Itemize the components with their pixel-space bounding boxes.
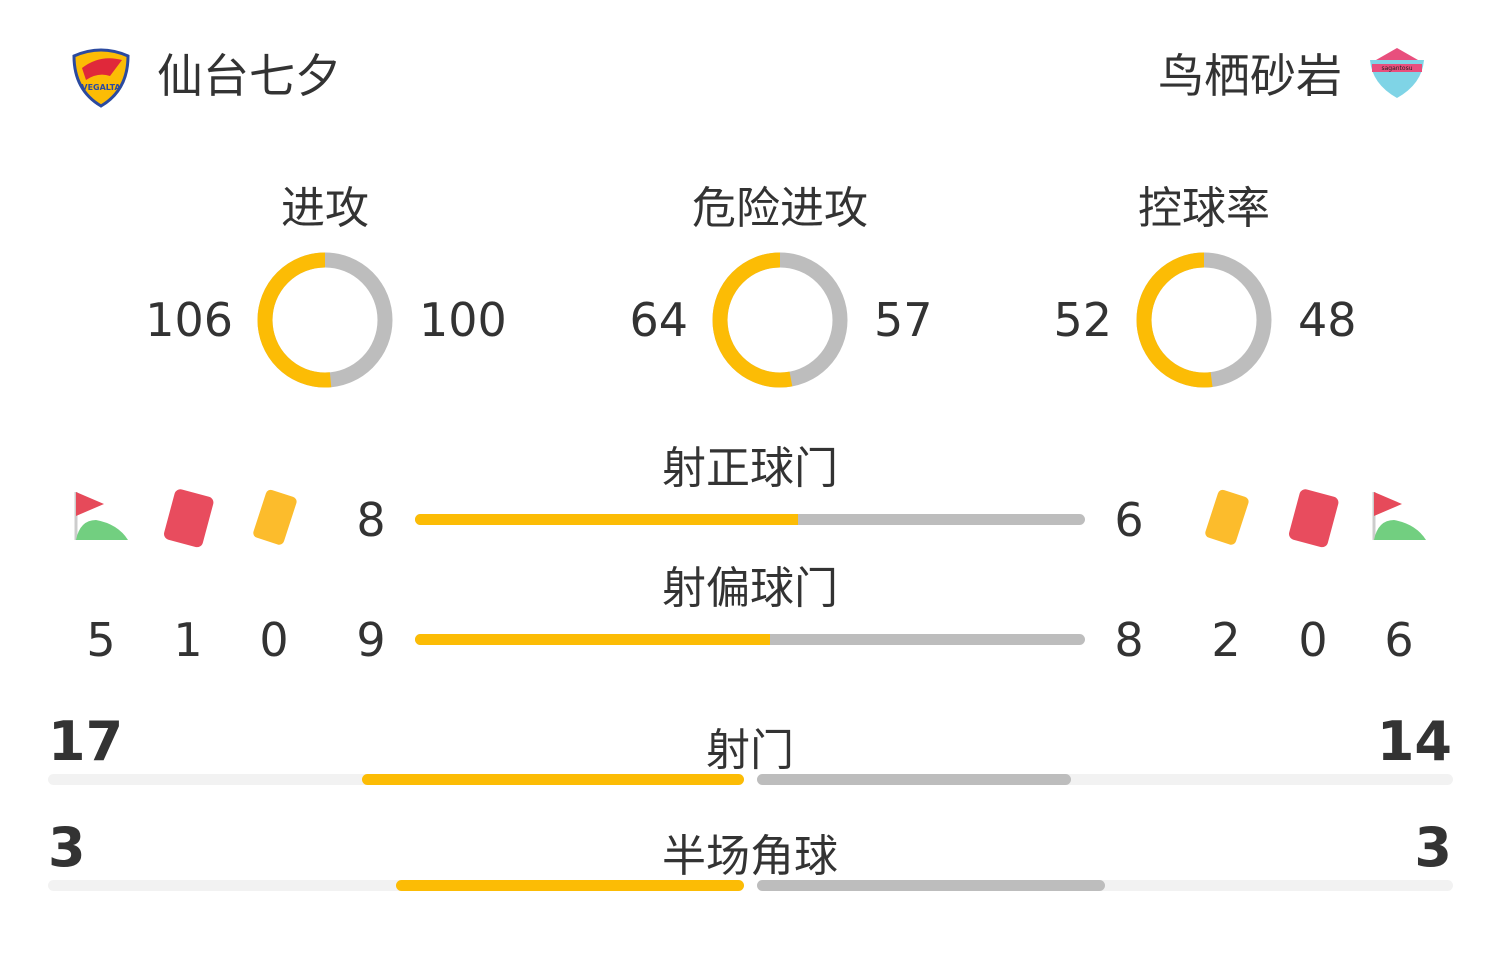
away-red-cards: 0 [1298,613,1328,667]
home-shots-on-target: 8 [356,493,386,547]
home-yellow-cards: 0 [259,613,289,667]
away-team-logo: sagantosu [1366,46,1428,108]
donut-away-value: 100 [419,293,507,347]
wide-bar-label: 射门 [706,725,794,776]
wide-bar-away-fill [757,880,1105,891]
wide-bar-home-fill [362,774,744,785]
away-shots-on-target: 6 [1114,493,1144,547]
away-yellow-cards: 2 [1211,613,1241,667]
svg-text:VEGALTA: VEGALTA [81,83,121,92]
donut-home-value: 106 [145,293,233,347]
yellow-card-icon [253,489,297,545]
wide-bar-away-value: 3 [1414,816,1452,879]
wide-bar-away-value: 14 [1376,710,1452,773]
donut-away-value: 48 [1298,293,1357,347]
donut-title: 控球率 [1138,183,1270,234]
wide-bar-away-track [757,774,1453,785]
home-team-name: 仙台七夕 [157,49,341,103]
svg-text:sagantosu: sagantosu [1381,65,1412,72]
home-team-logo: VEGALTA [70,46,132,108]
donut-chart [712,252,848,388]
red-card-icon [164,489,214,548]
wide-bar-home-value: 3 [48,816,86,879]
shots-on-target-bar [415,514,1085,525]
home-shots-off-target: 9 [356,613,386,667]
donut-home-arc [1136,252,1272,388]
red-card-icon [1289,489,1339,548]
wide-bar-home-fill [396,880,744,891]
yellow-card-icon [1205,489,1249,545]
away-team-name: 鸟栖砂岩 [1158,49,1342,103]
home-red-cards: 1 [173,613,203,667]
wide-bar-home-track [48,774,744,785]
away-shots-off-target: 8 [1114,613,1144,667]
wide-bar-label: 半场角球 [662,831,838,882]
donut-title: 进攻 [281,183,369,234]
donut-home-value: 52 [1053,293,1112,347]
shots-off-target-bar [415,634,1085,645]
donut-home-value: 64 [629,293,688,347]
wide-bar-away-fill [757,774,1072,785]
wide-bar-home-value: 17 [48,710,124,773]
corner-flag-icon [74,492,128,540]
donut-chart [257,252,393,388]
shots-off-target-label: 射偏球门 [662,563,838,614]
home-corners: 5 [86,613,116,667]
wide-bar-away-track [757,880,1453,891]
donut-chart [1136,252,1272,388]
corner-flag-icon [1372,492,1426,540]
donut-title: 危险进攻 [692,183,868,234]
wide-bar-home-track [48,880,744,891]
donut-away-value: 57 [874,293,933,347]
shots-on-target-label: 射正球门 [662,443,838,494]
donut-home-arc [712,252,848,388]
donut-home-arc [257,252,393,388]
away-corners: 6 [1384,613,1414,667]
